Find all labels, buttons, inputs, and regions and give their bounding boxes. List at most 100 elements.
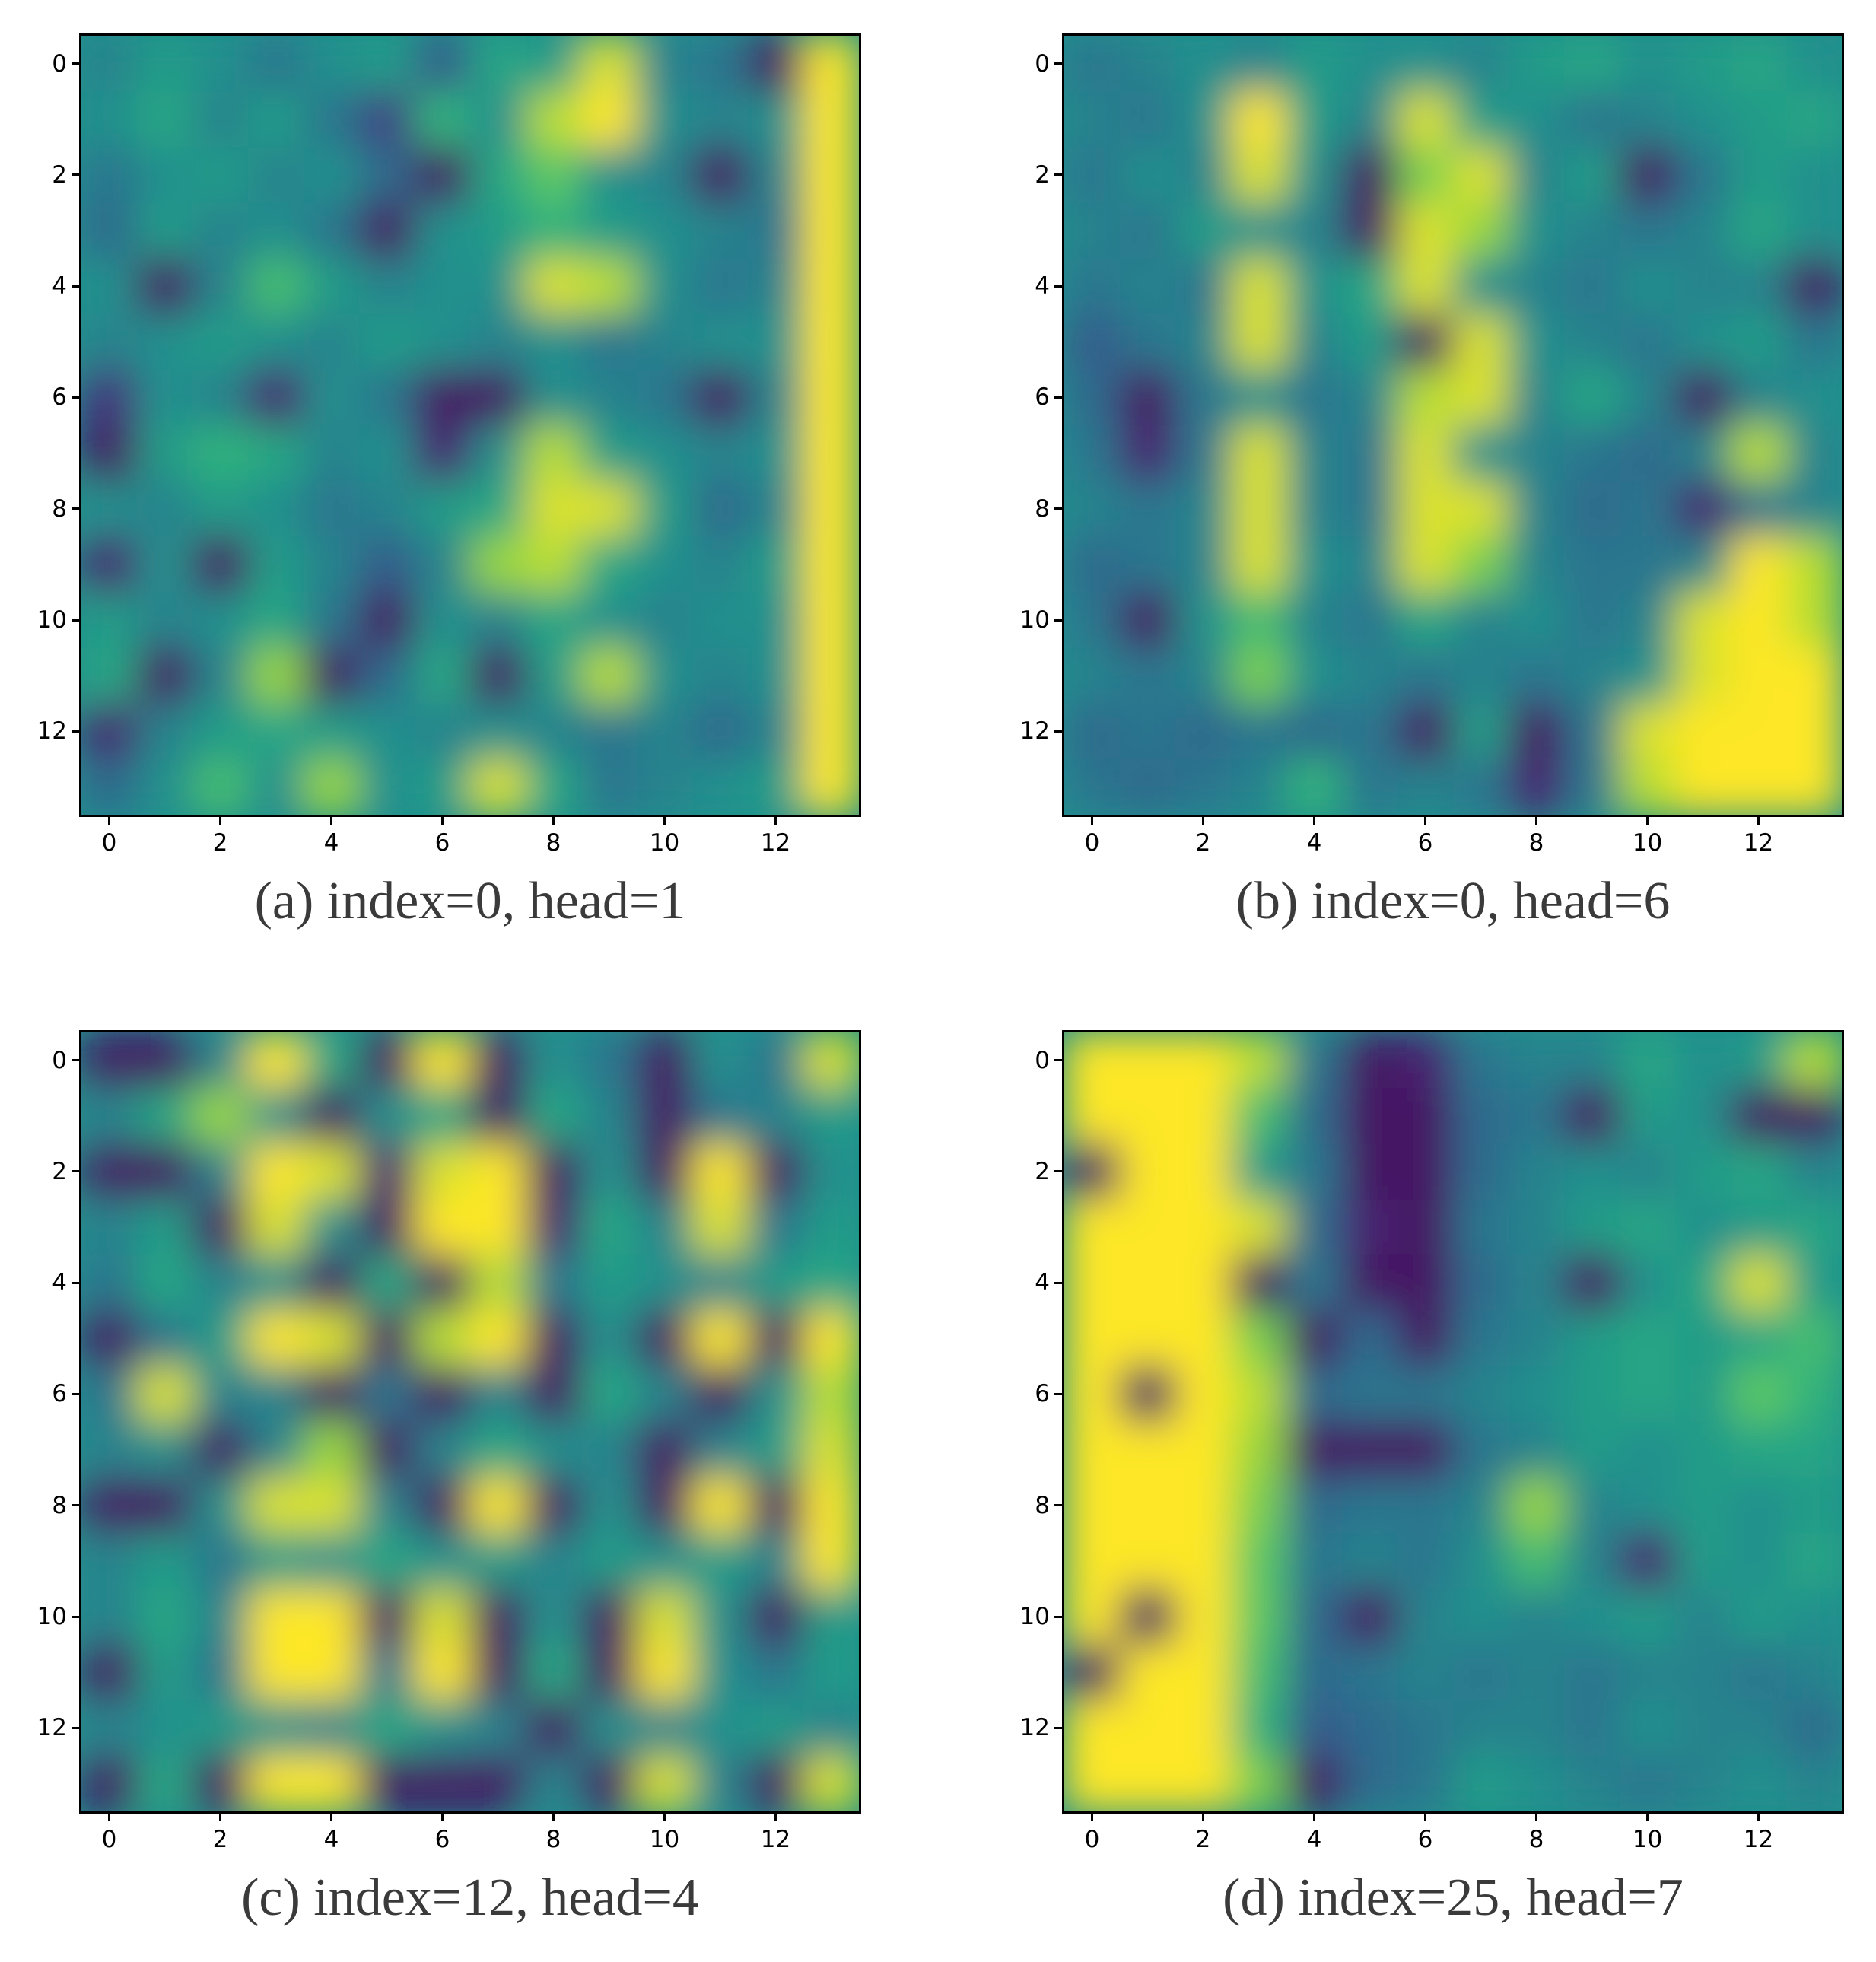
heatmap-cell [81, 313, 138, 370]
heatmap-cell [1509, 1310, 1565, 1367]
heatmap-cell [803, 481, 859, 538]
y-tick-mark [72, 396, 79, 399]
heatmap-cell [803, 369, 859, 426]
heatmap-cell [1231, 481, 1287, 538]
heatmap-cell [1175, 536, 1232, 593]
heatmap-cell [1509, 1533, 1565, 1590]
heatmap-cell [526, 1366, 582, 1423]
heatmap-cell [1064, 258, 1121, 315]
heatmap-cell [1064, 647, 1121, 704]
y-tick-label: 2 [1035, 161, 1050, 189]
heatmap-cell [1175, 647, 1232, 704]
heatmap-cell [1064, 1088, 1121, 1145]
heatmap-cell [1175, 36, 1232, 93]
heatmap-cell [1731, 1254, 1787, 1312]
heatmap-cell [248, 425, 304, 482]
y-tick-mark [1054, 173, 1062, 176]
heatmap-cell [1342, 369, 1398, 426]
heatmap-cell [1675, 592, 1731, 649]
heatmap-cell [1342, 1310, 1398, 1367]
heatmap-cell [637, 1254, 693, 1312]
heatmap-cell [304, 36, 360, 93]
heatmap-cell [692, 1422, 749, 1479]
heatmap-cell [1231, 91, 1287, 148]
heatmap-cell [1342, 647, 1398, 704]
heatmap-cell [1342, 91, 1398, 148]
heatmap-cell [581, 1477, 638, 1534]
heatmap-cell [304, 592, 360, 649]
heatmap-cell [1231, 647, 1287, 704]
heatmap-cell [137, 1533, 193, 1590]
heatmap-cell [470, 1422, 526, 1479]
y-tick-label: 6 [1035, 383, 1050, 412]
y-tick-label: 2 [52, 161, 67, 189]
heatmap-cell [1509, 592, 1565, 649]
heatmap-cell [1675, 1310, 1731, 1367]
heatmap-cell [1786, 1310, 1842, 1367]
heatmap-cell [470, 758, 526, 815]
heatmap-cell [1397, 536, 1454, 593]
heatmap-cell [137, 313, 193, 370]
heatmap-cell [1564, 1644, 1620, 1701]
heatmap-cell [137, 1477, 193, 1534]
y-tick-label: 10 [1019, 1603, 1050, 1630]
heatmap-cell [137, 1088, 193, 1145]
heatmap-cell [470, 1088, 526, 1145]
heatmap-cell [1453, 1032, 1509, 1089]
heatmap-cell [137, 647, 193, 704]
y-tick-mark [72, 1281, 79, 1284]
heatmap-cell [637, 1477, 693, 1534]
heatmap-cell [81, 258, 138, 315]
heatmap-cell [1620, 1755, 1676, 1811]
heatmap-plot-area [1062, 33, 1844, 817]
heatmap-cell [470, 1254, 526, 1312]
x-tick-label: 10 [1632, 829, 1663, 857]
heatmap-cell [1120, 1700, 1176, 1757]
heatmap-cell [803, 1143, 859, 1200]
heatmap-cell [1620, 313, 1676, 370]
heatmap-cell [1120, 703, 1176, 760]
x-tick-label: 8 [545, 1826, 561, 1853]
heatmap-cell [1342, 1588, 1398, 1646]
heatmap-cell [1231, 1088, 1287, 1145]
heatmap-cell [748, 1422, 804, 1479]
heatmap-cell [304, 703, 360, 760]
heatmap-cell [1453, 258, 1509, 315]
heatmap-cell [1120, 1032, 1176, 1089]
heatmap-cell [1675, 1032, 1731, 1089]
heatmap-cell [748, 1533, 804, 1590]
heatmap-cell [748, 703, 804, 760]
heatmap-cell [1397, 1644, 1454, 1701]
heatmap-cell [803, 758, 859, 815]
heatmap-cell [1397, 91, 1454, 148]
heatmap-cell [1453, 147, 1509, 204]
heatmap-cell [1675, 703, 1731, 760]
heatmap-cell [1175, 1644, 1232, 1701]
heatmap-cell [1786, 1366, 1842, 1423]
heatmap-cell [692, 758, 749, 815]
heatmap-cell [748, 481, 804, 538]
heatmap-cell [692, 1199, 749, 1256]
heatmap-cell [1786, 536, 1842, 593]
heatmap-cell [248, 592, 304, 649]
heatmap-cell [1120, 1644, 1176, 1701]
heatmap-cell [304, 1588, 360, 1646]
heatmap-cell [137, 1700, 193, 1757]
heatmap-cell [1397, 1533, 1454, 1590]
heatmap-cell [1120, 1422, 1176, 1479]
heatmap-cell [1231, 1588, 1287, 1646]
y-tick-mark [72, 507, 79, 510]
heatmap-cell [1231, 1254, 1287, 1312]
heatmap-cell [637, 1366, 693, 1423]
heatmap-cell [1731, 1533, 1787, 1590]
heatmap-cell [1453, 1366, 1509, 1423]
heatmap-cell [1453, 1533, 1509, 1590]
x-tick-label: 0 [101, 1826, 117, 1853]
x-tick-label: 10 [649, 829, 680, 857]
heatmap-cell [248, 1755, 304, 1811]
heatmap-cell [359, 703, 415, 760]
heatmap-cell [1231, 1755, 1287, 1811]
y-tick-label: 4 [1035, 272, 1050, 301]
x-tick-label: 6 [434, 1826, 450, 1853]
heatmap-cell [581, 313, 638, 370]
